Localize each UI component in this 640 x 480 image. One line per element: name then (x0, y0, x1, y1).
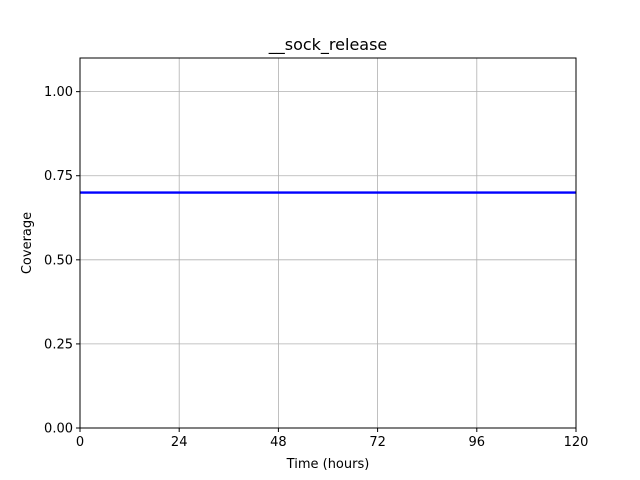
y-axis-ticks: 0.00 0.25 0.50 0.75 1.00 (44, 85, 80, 437)
x-axis-label: Time (hours) (286, 457, 370, 472)
y-tick-label: 0.25 (44, 337, 73, 352)
x-tick-label: 96 (469, 435, 486, 450)
x-tick-label: 48 (270, 435, 287, 450)
chart-title: __sock_release (268, 35, 388, 55)
plot-frame (79, 57, 577, 429)
x-tick-label: 120 (564, 435, 589, 450)
y-tick-label: 0.50 (44, 253, 73, 268)
x-tick-label: 72 (369, 435, 386, 450)
x-axis-ticks: 0 24 48 72 96 120 (76, 428, 589, 450)
y-tick-label: 0.75 (44, 169, 73, 184)
y-tick-label: 1.00 (44, 85, 73, 100)
x-tick-label: 24 (171, 435, 188, 450)
y-tick-label: 0.00 (44, 422, 73, 437)
x-tick-label: 0 (76, 435, 84, 450)
y-axis-label: Coverage (20, 212, 35, 274)
